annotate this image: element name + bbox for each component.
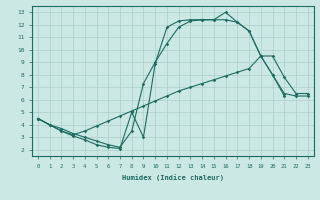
X-axis label: Humidex (Indice chaleur): Humidex (Indice chaleur) xyxy=(122,174,224,181)
